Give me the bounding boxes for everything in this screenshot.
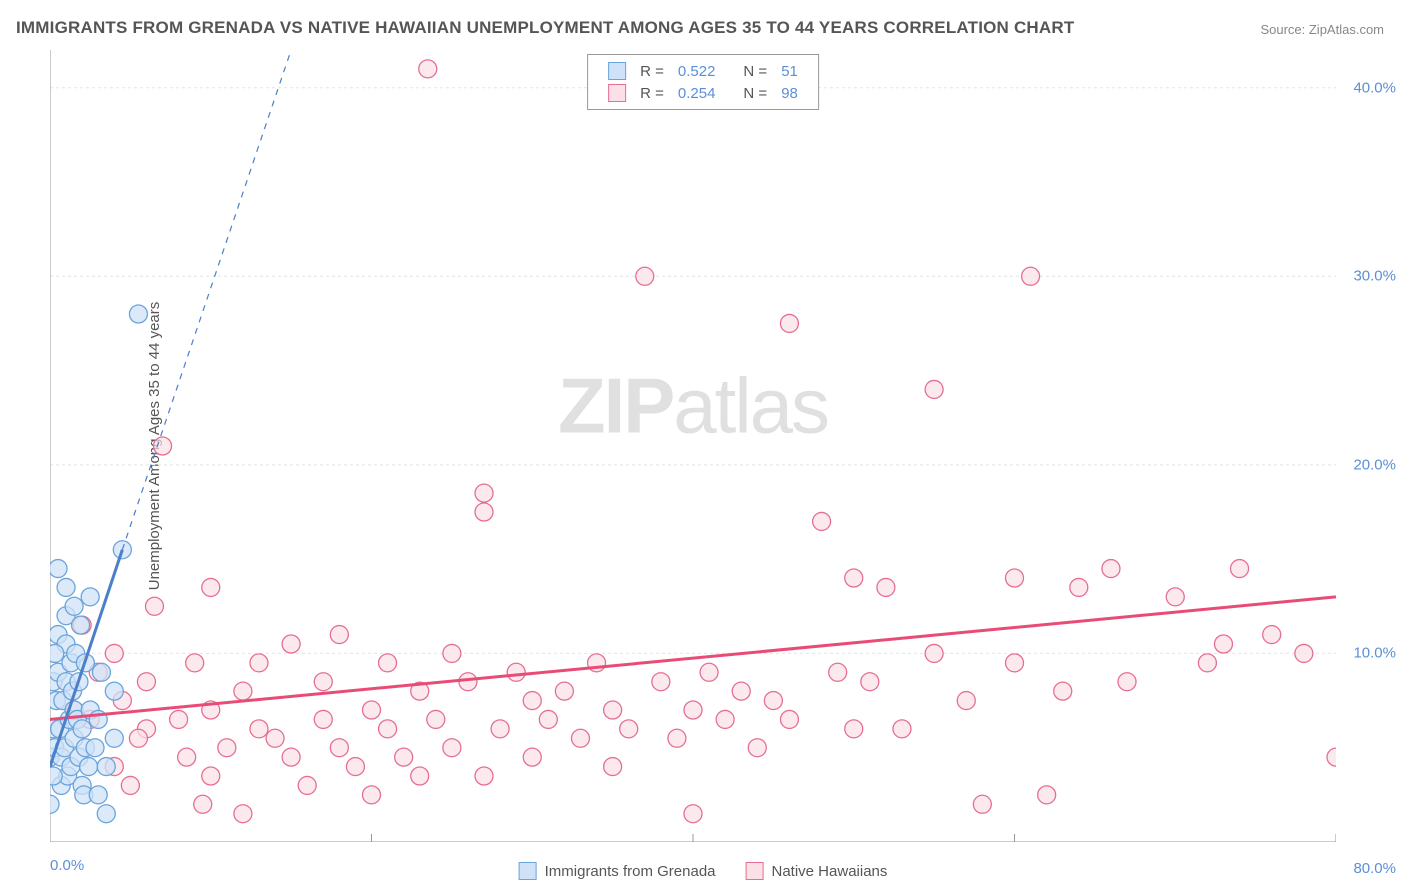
source-credit: Source: ZipAtlas.com <box>1260 22 1384 37</box>
y-tick-label: 40.0% <box>1353 79 1396 96</box>
swatch-icon <box>746 862 764 880</box>
bottom-legend-item-1: Immigrants from Grenada <box>519 862 716 880</box>
swatch-icon <box>519 862 537 880</box>
legend-row-series-2: R = 0.254 N = 98 <box>602 83 804 103</box>
r-value-series-1: 0.522 <box>672 61 722 81</box>
bottom-legend-item-2: Native Hawaiians <box>746 862 888 880</box>
swatch-series-1 <box>608 62 626 80</box>
chart-title: IMMIGRANTS FROM GRENADA VS NATIVE HAWAII… <box>16 18 1074 38</box>
n-value-series-1: 51 <box>775 61 804 81</box>
y-tick-label: 20.0% <box>1353 456 1396 473</box>
y-tick-label: 30.0% <box>1353 268 1396 285</box>
scatter-svg <box>50 50 1336 842</box>
chart-plot-area: ZIPatlas <box>50 50 1336 842</box>
x-max-label: 80.0% <box>1353 860 1396 877</box>
swatch-series-2 <box>608 84 626 102</box>
correlation-legend: R = 0.522 N = 51 R = 0.254 N = 98 <box>587 54 819 110</box>
r-value-series-2: 0.254 <box>672 83 722 103</box>
y-tick-label: 10.0% <box>1353 645 1396 662</box>
n-value-series-2: 98 <box>775 83 804 103</box>
bottom-legend: Immigrants from Grenada Native Hawaiians <box>519 862 888 880</box>
legend-row-series-1: R = 0.522 N = 51 <box>602 61 804 81</box>
x-origin-label: 0.0% <box>50 857 84 874</box>
